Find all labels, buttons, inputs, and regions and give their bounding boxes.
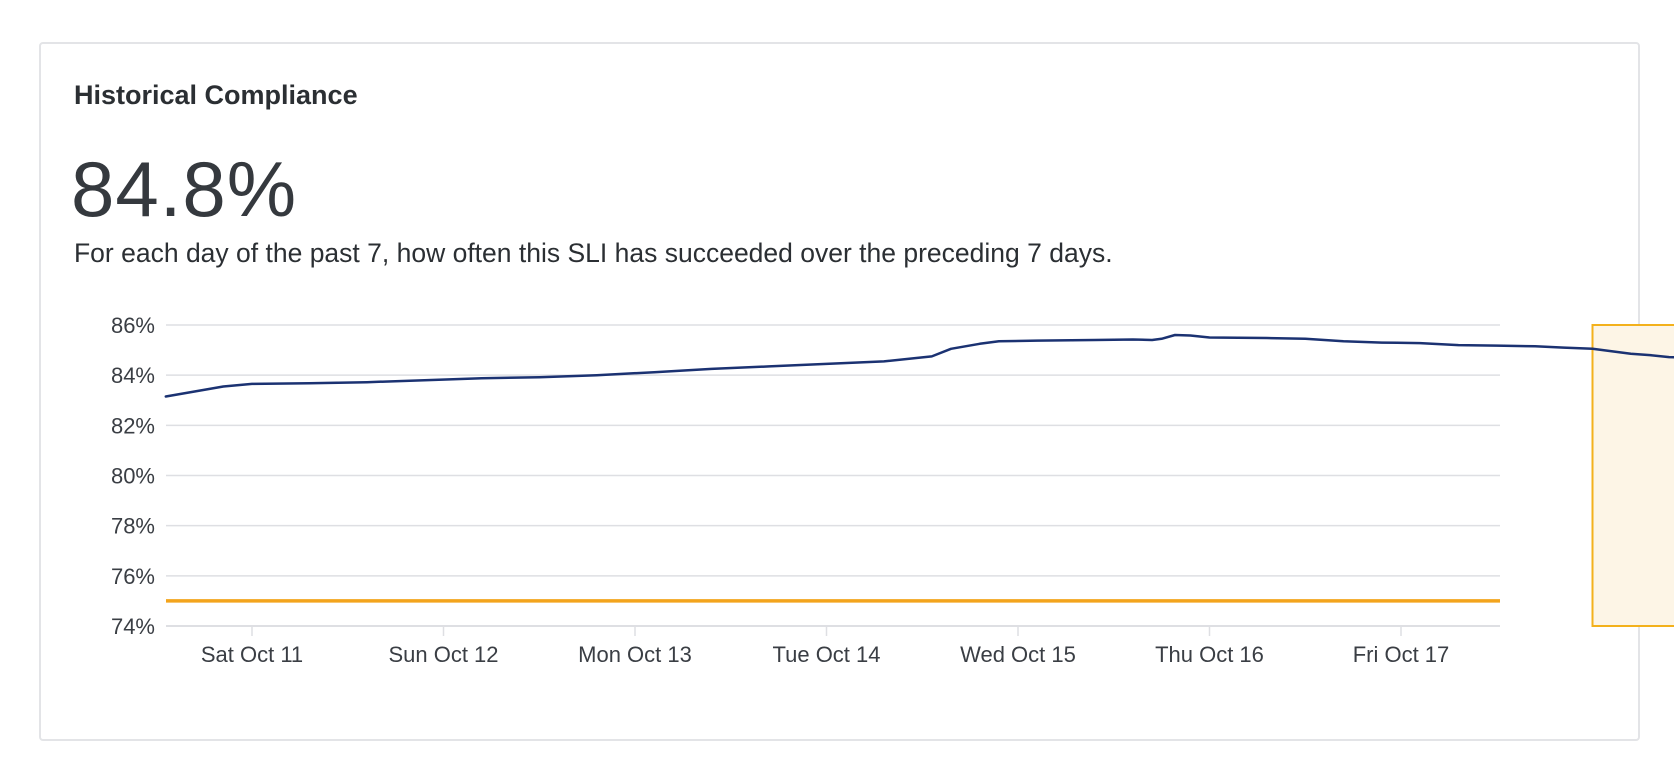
x-tick-label: Sun Oct 12: [388, 642, 498, 667]
y-tick-label: 86%: [111, 313, 155, 338]
card-title: Historical Compliance: [74, 80, 358, 110]
x-tick-label: Tue Oct 14: [772, 642, 880, 667]
x-tick-label: Sat Oct 11: [201, 642, 303, 667]
x-tick-label: Fri Oct 17: [1353, 642, 1450, 667]
y-tick-label: 76%: [111, 564, 155, 589]
y-tick-label: 82%: [111, 413, 155, 438]
selected-day-highlight[interactable]: [1591, 324, 1674, 627]
y-tick-label: 78%: [111, 514, 155, 539]
y-tick-label: 84%: [111, 363, 155, 388]
historical-compliance-card: Historical Compliance 84.8% For each day…: [39, 42, 1640, 741]
y-tick-label: 80%: [111, 464, 155, 489]
x-tick-label: Mon Oct 13: [578, 642, 692, 667]
compliance-description: For each day of the past 7, how often th…: [74, 238, 1113, 268]
y-tick-label: 74%: [111, 614, 155, 639]
x-tick-label: Thu Oct 16: [1155, 642, 1264, 667]
compliance-series-line: [164, 333, 1674, 398]
compliance-value: 84.8%: [71, 145, 298, 233]
x-tick-label: Wed Oct 15: [960, 642, 1076, 667]
